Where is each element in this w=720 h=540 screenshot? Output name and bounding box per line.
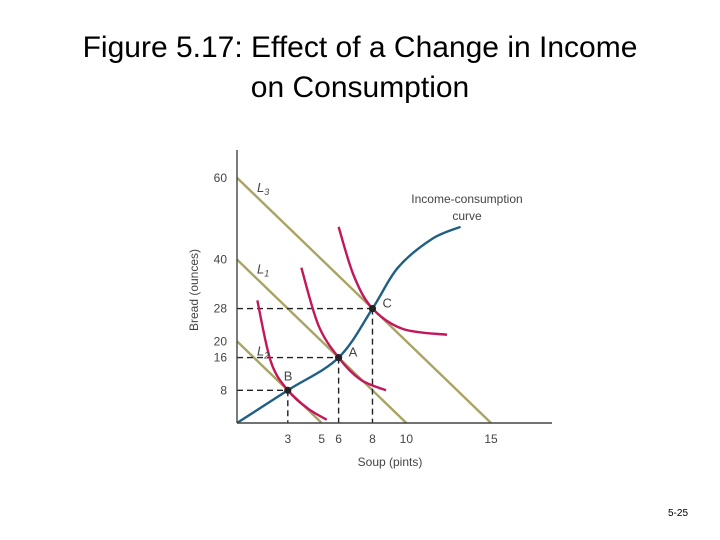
x-tick-label-15: 15 [484, 432, 498, 446]
x-tick-label-10: 10 [400, 432, 414, 446]
budget-line-label-L1: L1 [257, 262, 269, 279]
x-tick-label-3: 3 [284, 432, 291, 446]
slide-title-line-1: Figure 5.17: Effect of a Change in Incom… [82, 31, 638, 64]
income-consumption-curve [236, 225, 462, 425]
y-tick-label-60: 60 [214, 171, 228, 185]
icc-label-line-1: Income-consumption [411, 192, 522, 206]
budget-line-L1 [236, 258, 408, 424]
indifference-curve-3 [337, 226, 448, 336]
point-label-B: B [284, 368, 293, 383]
slide-title: Figure 5.17: Effect of a Change in Incom… [0, 28, 720, 108]
x-tick-label-8: 8 [369, 432, 376, 446]
indifference-curve-2 [300, 267, 387, 392]
y-tick-label-28: 28 [214, 302, 228, 316]
point-C [368, 304, 377, 313]
point-A [335, 354, 343, 362]
icc-label-line-2: curve [452, 209, 482, 223]
page-number: 5-25 [667, 508, 688, 519]
x-tick-label-5: 5 [318, 432, 325, 446]
budget-line-L3 [236, 176, 492, 424]
y-tick-label-40: 40 [214, 253, 228, 267]
y-axis-label: Bread (ounces) [187, 249, 201, 331]
y-tick-label-16: 16 [214, 351, 228, 365]
x-axis-label: Soup (pints) [358, 455, 423, 469]
slide-title-line-2: on Consumption [250, 71, 470, 104]
y-tick-label-8: 8 [220, 383, 227, 397]
equilibrium-points-layer [284, 304, 377, 394]
x-tick-label-6: 6 [335, 432, 342, 446]
axes-layer: 3 5 6 8 10 15 60 40 28 20 16 8 [214, 150, 552, 446]
point-B [284, 386, 292, 394]
y-tick-label-20: 20 [214, 334, 228, 348]
icc-layer [236, 225, 462, 425]
budget-line-label-L3: L3 [257, 180, 269, 197]
point-label-C: C [382, 296, 391, 311]
point-label-A: A [349, 345, 358, 360]
